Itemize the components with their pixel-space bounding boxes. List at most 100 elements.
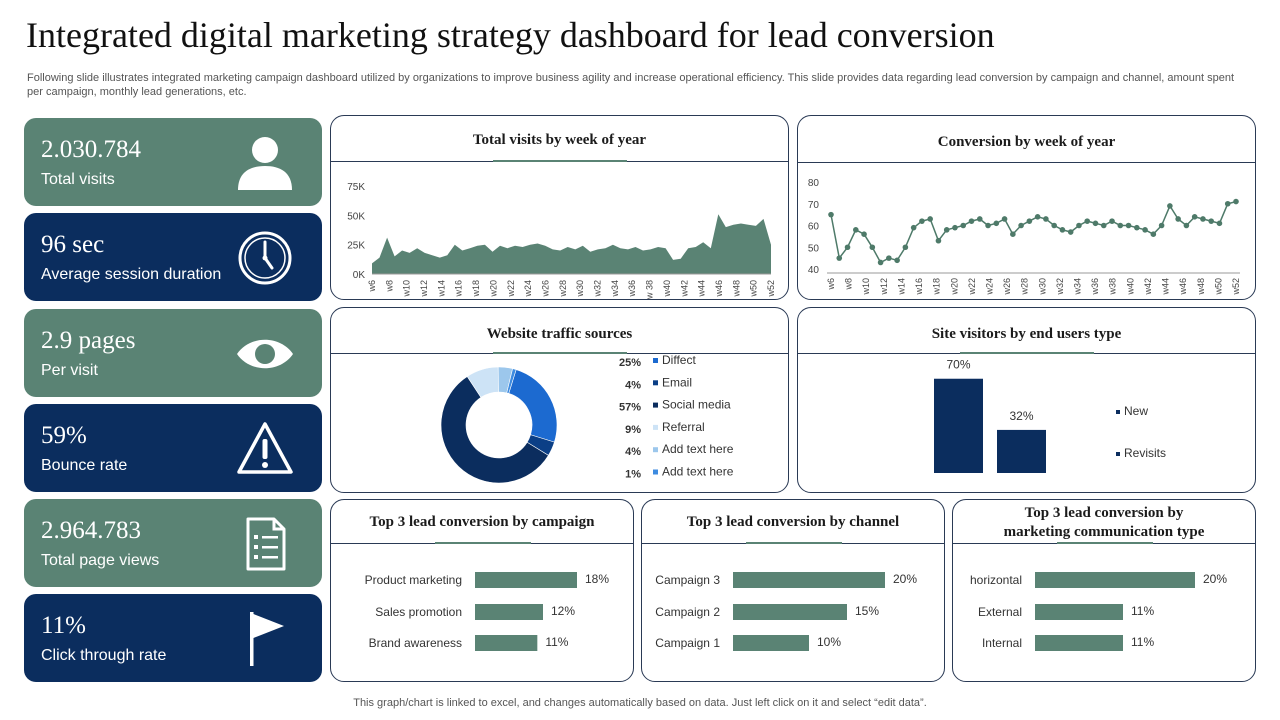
data-point (1233, 198, 1239, 205)
data-point (1100, 222, 1107, 229)
x-tick-label: w14 (896, 278, 906, 296)
panel-commtype-conversion: Top 3 lead conversion by marketing commu… (952, 499, 1256, 682)
commtype-hbar-chart: horizontal 20% External 11% Internal 11% (970, 572, 1227, 651)
bar-value-label: 20% (1203, 572, 1227, 586)
data-point (1084, 218, 1091, 224)
panel-title-line: marketing communication type (1003, 524, 1205, 540)
legend-label: Social media (662, 398, 731, 412)
x-tick-label: w18 (932, 278, 942, 296)
x-tick-label: w18 (471, 280, 481, 298)
data-point (1109, 218, 1115, 224)
kpi-card-total-page-views[interactable]: 2.964.783 Total page views (24, 499, 322, 587)
panel-title: Top 3 lead conversion by campaign (369, 514, 595, 530)
category-label: Product marketing (365, 573, 462, 587)
pie-slice (506, 368, 517, 394)
x-tick-label: w46 (714, 280, 724, 298)
bar-value-label: 11% (1131, 604, 1154, 618)
x-tick-label: w10 (861, 278, 871, 296)
data-point (844, 244, 851, 251)
x-tick-label: w26 (1002, 278, 1012, 296)
y-tick-label: 70 (808, 200, 820, 211)
bar (997, 429, 1046, 473)
x-tick-label: w52 (766, 280, 776, 298)
document-list-icon (246, 517, 286, 571)
kpi-card-bounce-rate[interactable]: 59% Bounce rate (24, 404, 322, 492)
x-tick-label: w32 (1055, 278, 1065, 296)
y-tick-label: 50 (808, 243, 820, 254)
legend-swatch (653, 447, 658, 453)
y-tick-label: 0K (353, 270, 366, 281)
x-tick-label: w46 (1178, 278, 1188, 296)
legend-label: Referral (662, 420, 705, 434)
panel-campaign-conversion: Top 3 lead conversion by campaign Produc… (330, 499, 634, 682)
panel-traffic-sources: Website traffic sources 25% Diffect 4% Emai… (330, 307, 789, 493)
x-tick-label: w38 (1108, 278, 1118, 296)
data-point (935, 237, 942, 244)
category-label: External (978, 605, 1022, 619)
category-label: Brand awareness (369, 636, 462, 650)
slice-value-label: 57% (619, 402, 641, 414)
x-tick-label: w10 (402, 280, 412, 298)
data-point (1026, 218, 1033, 224)
x-tick-label: w42 (1143, 278, 1153, 296)
legend-label: New (1124, 404, 1148, 418)
data-point (1051, 222, 1057, 229)
legend-label: Diffect (662, 354, 696, 367)
data-point (1167, 203, 1173, 209)
bar (1035, 635, 1123, 651)
kpi-card-click-through-rate[interactable]: 11% Click through rate (24, 594, 322, 682)
x-tick-label: w20 (949, 278, 959, 296)
kpi-label: Click through rate (41, 647, 167, 664)
eye-icon (237, 339, 293, 369)
x-tick-label: w6 (826, 278, 836, 291)
data-point (993, 220, 1000, 227)
kpi-card-total-visits[interactable]: 2.030.784 Total visits (24, 118, 322, 206)
panel-channel-conversion: Top 3 lead conversion by channel Campaig… (641, 499, 945, 682)
y-tick-label: 40 (808, 265, 820, 276)
pie-slice (440, 376, 549, 484)
data-point (1125, 222, 1132, 229)
legend-swatch (653, 469, 658, 475)
x-tick-label: w16 (454, 280, 464, 298)
x-tick-label: w36 (1090, 278, 1100, 296)
bar-value-label: 32% (1009, 409, 1033, 423)
visits-area-series (372, 214, 771, 274)
x-tick-label: w8 (844, 278, 854, 291)
legend-label: Add text here (662, 442, 734, 456)
data-point (1150, 231, 1157, 237)
kpi-card-pages-per-visit[interactable]: 2.9 pages Per visit (24, 309, 322, 397)
pie-slice (508, 369, 558, 443)
legend-label: Email (662, 375, 692, 389)
kpi-card-session-duration[interactable]: 96 sec Average session duration (24, 213, 322, 301)
slice-value-label: 25% (619, 357, 641, 369)
x-tick-label: w28 (558, 280, 568, 298)
bar-value-label: 20% (893, 572, 917, 586)
x-tick-label: w28 (1020, 278, 1030, 296)
x-tick-label: w22 (506, 280, 516, 298)
x-tick-label: w16 (914, 278, 924, 296)
kpi-value: 2.9 pages (41, 327, 136, 354)
data-point (910, 224, 917, 231)
data-point (1001, 216, 1008, 222)
data-point (902, 244, 909, 251)
data-point (877, 259, 884, 266)
category-label: Campaign 2 (655, 605, 720, 619)
bar (475, 635, 538, 651)
kpi-label: Total visits (41, 171, 115, 188)
x-tick-label: w48 (1196, 278, 1206, 296)
data-point (869, 244, 876, 251)
data-point (1191, 214, 1198, 220)
bar (1035, 572, 1195, 588)
data-point (952, 224, 958, 231)
category-label: Sales promotion (375, 605, 462, 619)
user-icon (238, 137, 292, 190)
x-tick-label: w42 (679, 280, 689, 298)
data-point (1117, 222, 1124, 229)
y-tick-label: 60 (808, 222, 820, 233)
data-point (828, 211, 834, 218)
traffic-donut-chart: 25% Diffect 4% Email 57% Social media 9% Referr… (440, 354, 734, 484)
legend-swatch (1116, 452, 1120, 456)
x-tick-label: w12 (419, 280, 429, 298)
x-tick-label: w34 (1073, 278, 1083, 296)
x-tick-label: w44 (697, 280, 707, 298)
